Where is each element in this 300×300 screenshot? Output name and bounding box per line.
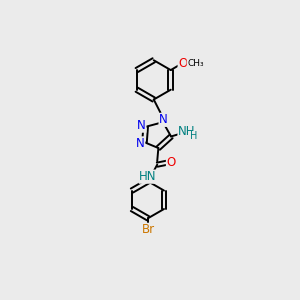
Text: H: H — [190, 131, 197, 142]
Text: N: N — [136, 137, 145, 150]
Text: CH₃: CH₃ — [187, 58, 204, 68]
Text: N: N — [137, 119, 146, 132]
Text: O: O — [178, 57, 188, 70]
Text: NH: NH — [178, 125, 196, 138]
Text: HN: HN — [139, 170, 157, 183]
Text: O: O — [167, 156, 176, 169]
Text: N: N — [159, 113, 168, 126]
Text: Br: Br — [141, 223, 154, 236]
